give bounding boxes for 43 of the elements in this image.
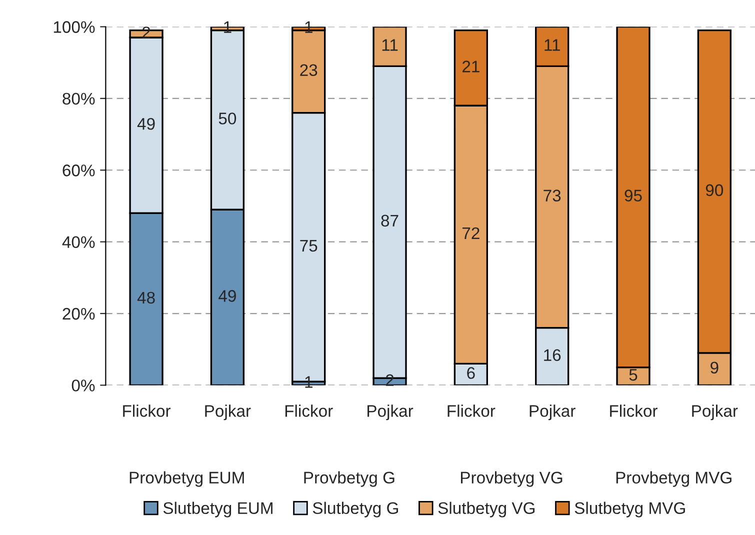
data-label: 21 <box>462 60 480 72</box>
legend-label: Slutbetyg MVG <box>574 502 685 518</box>
data-label: 90 <box>706 184 724 196</box>
legend-label: Slutbetyg VG <box>438 502 535 518</box>
data-label: 1 <box>224 21 232 33</box>
data-label: 87 <box>381 214 398 227</box>
data-label: 11 <box>382 39 398 51</box>
x-tick-label: Flickor <box>610 404 658 417</box>
text: Provbetyg MVG <box>616 471 732 487</box>
text: Provbetyg G <box>304 471 394 487</box>
data-label: 73 <box>544 190 561 202</box>
x-tick-label: Pojkar <box>368 404 414 420</box>
data-label: 23 <box>300 64 318 76</box>
data-label: 72 <box>462 227 480 239</box>
data-label: 75 <box>300 240 318 252</box>
y-tick-label: 0% <box>72 380 95 392</box>
data-label: 1 <box>305 21 312 33</box>
text: Provbetyg VG <box>461 471 562 487</box>
legend-label: Slutbetyg G <box>312 502 398 518</box>
data-label: 11 <box>544 39 560 51</box>
data-label: 49 <box>137 118 155 130</box>
y-tick-label: 40% <box>62 236 95 248</box>
x-tick-label: Flickor <box>123 404 171 417</box>
data-label: 49 <box>218 290 236 302</box>
y-tick-label: 80% <box>62 92 95 105</box>
data-label: 1 <box>305 376 312 388</box>
data-label: 9 <box>710 362 718 374</box>
data-label: 50 <box>218 112 236 124</box>
data-label: 6 <box>467 367 475 379</box>
x-tick-label: Pojkar <box>692 404 738 420</box>
data-label: 5 <box>629 369 638 381</box>
text: Provbetyg EUM <box>130 471 244 487</box>
data-label: 16 <box>544 349 561 361</box>
legend-label: Slutbetyg EUM <box>163 502 272 518</box>
x-tick-label: Flickor <box>448 404 496 417</box>
data-label: 95 <box>624 190 642 202</box>
y-tick-label: 100% <box>54 21 95 33</box>
x-tick-label: Pojkar <box>205 404 251 420</box>
y-tick-label: 20% <box>62 308 95 320</box>
y-tick-label: 60% <box>62 164 95 176</box>
x-tick-label: Flickor <box>285 404 333 417</box>
data-label: 48 <box>137 292 155 304</box>
x-tick-label: Pojkar <box>530 404 576 420</box>
